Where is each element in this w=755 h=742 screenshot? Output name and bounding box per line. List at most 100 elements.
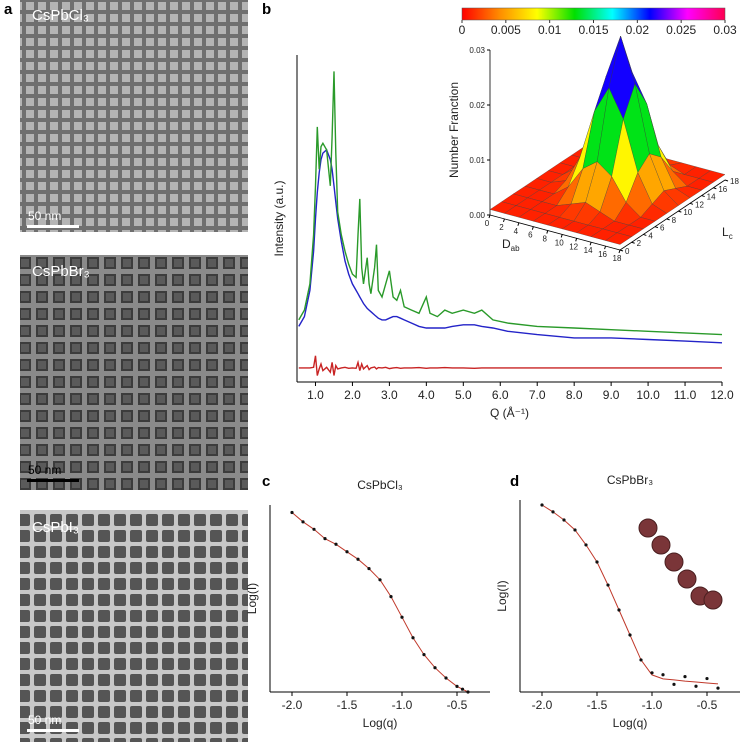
x-tick-label: 5.0 <box>455 388 472 402</box>
point <box>356 557 360 561</box>
point <box>411 636 415 640</box>
series-line <box>298 71 723 336</box>
colorbar-tick-label: 0.005 <box>491 23 521 37</box>
x-tick <box>604 245 607 250</box>
particle <box>638 518 658 538</box>
x-tick-label: 8.0 <box>566 388 583 402</box>
x-axis-label: Log(q) <box>363 716 398 730</box>
point <box>422 653 426 657</box>
x-tick <box>546 230 549 234</box>
axis-line <box>619 179 726 251</box>
y-tick-label: 0 <box>625 247 630 256</box>
particle-chain <box>638 518 723 610</box>
x-tick-label: 4.0 <box>418 388 435 402</box>
y-tick-label: 6 <box>660 224 665 233</box>
y-tick <box>689 202 694 205</box>
x-tick <box>560 234 563 238</box>
x-tick <box>517 222 520 226</box>
y-tick-label: 4 <box>648 231 653 240</box>
colorbar-tick-label: 0.03 <box>713 23 737 37</box>
point <box>672 682 676 686</box>
particle <box>677 569 697 589</box>
z-tick-label: 0.00 <box>469 211 485 220</box>
x-tick <box>618 249 621 254</box>
colorbar-tick-label: 0.02 <box>626 23 650 37</box>
tem-image <box>20 510 248 742</box>
z-tick-label: 0.01 <box>469 156 485 165</box>
y-tick <box>619 249 624 252</box>
panel-label: a <box>4 1 13 18</box>
y-axis-label: Log(I) <box>245 583 259 614</box>
z-axis-label: Number Franction <box>447 82 461 178</box>
point <box>460 687 465 691</box>
series-line <box>291 512 469 693</box>
x-tick-label: 8 <box>543 235 548 244</box>
y-tick-label: 2 <box>637 239 642 248</box>
x-tick <box>488 214 491 219</box>
y-axis-label-sub: c <box>729 232 733 241</box>
y-axis-label: Lc <box>722 225 733 241</box>
y-tick <box>666 218 670 221</box>
x-tick-label: 3.0 <box>381 388 398 402</box>
point <box>661 673 665 677</box>
x-tick-label: -0.5 <box>447 698 468 712</box>
x-tick-label: -2.0 <box>282 698 303 712</box>
x-tick-label: -2.0 <box>532 698 553 712</box>
point <box>705 676 709 681</box>
x-tick-label: 6.0 <box>492 388 509 402</box>
x-tick <box>502 218 505 223</box>
x-tick-label: 10 <box>555 238 564 247</box>
y-tick <box>654 226 659 229</box>
colorbar-tick-label: 0.01 <box>538 23 562 37</box>
panel-label: b <box>262 1 271 18</box>
image-caption: CsPbI₃ <box>32 519 79 536</box>
axis-line <box>489 214 621 251</box>
x-tick-label: 12.0 <box>710 388 734 402</box>
scale-bar <box>27 479 79 482</box>
point <box>323 537 327 541</box>
point <box>345 550 349 554</box>
point <box>617 608 621 612</box>
colorbar-tick-label: 0.025 <box>666 23 696 37</box>
y-axis-label-main: L <box>722 225 729 239</box>
y-tick-label: 18 <box>730 177 739 186</box>
particle <box>664 552 684 572</box>
y-tick <box>713 187 717 190</box>
point <box>573 528 577 532</box>
x-tick-label: 6 <box>528 231 533 240</box>
y-axis-label: Log(I) <box>495 580 509 611</box>
point <box>694 684 698 688</box>
y-tick <box>678 210 682 213</box>
y-axis-label: Intensity (a.u.) <box>272 180 286 256</box>
x-tick-label: 18 <box>613 254 622 263</box>
point <box>606 583 610 587</box>
point <box>466 690 470 694</box>
tem-image <box>20 255 248 490</box>
y-tick-label: 14 <box>707 193 716 202</box>
x-tick <box>589 242 592 246</box>
y-tick <box>724 179 729 182</box>
point <box>334 542 338 546</box>
y-tick-label: 12 <box>695 200 704 209</box>
image-caption: CsPbCl₃ <box>32 7 89 24</box>
x-tick-label: 11.0 <box>674 388 697 402</box>
point <box>378 578 382 582</box>
y-tick <box>631 241 635 244</box>
point <box>389 595 393 599</box>
y-tick-label: 8 <box>672 216 677 225</box>
point <box>312 527 316 531</box>
point <box>455 684 459 688</box>
x-tick-label: 1.0 <box>307 388 324 402</box>
point <box>683 675 687 679</box>
series-line <box>298 355 722 376</box>
point <box>562 518 566 522</box>
x-axis-label: Q (Å⁻¹) <box>490 405 529 420</box>
panel-label: d <box>510 473 519 490</box>
panel-label: c <box>262 473 270 490</box>
point <box>716 686 720 690</box>
y-tick <box>701 195 705 198</box>
x-axis-label: Log(q) <box>613 716 648 730</box>
point <box>639 658 643 662</box>
x-tick-label: 2 <box>499 223 504 232</box>
x-tick-label: -1.0 <box>392 698 413 712</box>
